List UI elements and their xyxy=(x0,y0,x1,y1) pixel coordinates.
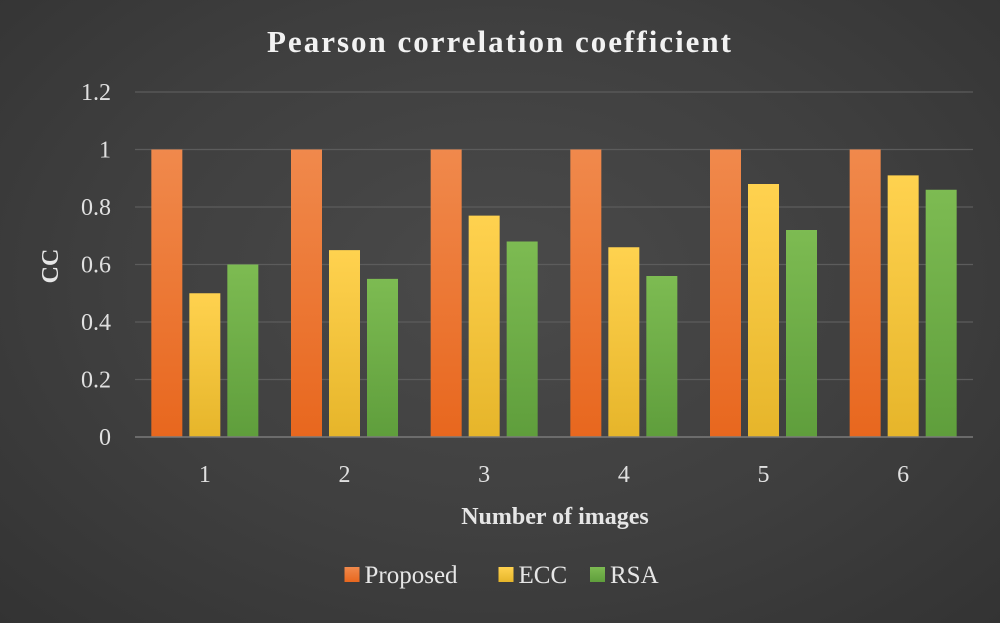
bar-ecc-2 xyxy=(329,250,360,437)
bar-ecc-6 xyxy=(887,175,919,437)
x-tick-label: 4 xyxy=(618,462,630,488)
y-tick-label: 0.4 xyxy=(81,310,111,336)
bar-rsa-1 xyxy=(227,264,259,437)
bar-rsa-3 xyxy=(506,241,538,437)
x-tick-label: 2 xyxy=(339,462,351,488)
x-tick-label: 1 xyxy=(199,462,211,488)
legend-label: ECC xyxy=(519,562,568,589)
bar-proposed-3 xyxy=(430,149,462,437)
y-tick-label: 0 xyxy=(99,425,111,451)
x-tick-label: 6 xyxy=(897,462,909,488)
y-tick-label: 1 xyxy=(99,138,111,164)
bar-ecc-1 xyxy=(189,293,221,437)
bar-proposed-1 xyxy=(151,149,183,437)
y-tick-label: 0.8 xyxy=(81,195,111,221)
y-tick-label: 1.2 xyxy=(81,80,111,106)
chart-title: Pearson correlation coefficient xyxy=(267,24,733,59)
gridlines xyxy=(135,91,973,381)
legend-label: Proposed xyxy=(365,562,459,589)
legend-swatch xyxy=(344,567,360,582)
x-axis-title: Number of images xyxy=(461,504,649,530)
bar-proposed-4 xyxy=(570,149,602,437)
y-tick-label: 0.6 xyxy=(81,253,111,279)
legend-item-rsa: RSA xyxy=(590,562,659,589)
x-axis-ticks: 1 2 3 4 5 6 xyxy=(199,462,909,488)
legend-label: RSA xyxy=(610,562,659,589)
bar-rsa-4 xyxy=(646,276,678,437)
bar-ecc-3 xyxy=(468,215,500,437)
bars xyxy=(151,149,957,437)
bar-ecc-5 xyxy=(748,184,779,437)
y-tick-label: 0.2 xyxy=(81,368,111,394)
bar-rsa-6 xyxy=(925,189,957,437)
bar-proposed-5 xyxy=(710,149,741,437)
bar-rsa-5 xyxy=(786,230,817,437)
y-axis-ticks: 0 0.2 0.4 0.6 0.8 1 1.2 xyxy=(81,80,111,451)
legend-swatch xyxy=(498,567,514,582)
bar-rsa-2 xyxy=(367,278,398,437)
bar-proposed-6 xyxy=(849,149,881,437)
bar-proposed-2 xyxy=(291,149,322,437)
legend-item-proposed: Proposed xyxy=(344,562,459,589)
legend-swatch xyxy=(590,567,605,582)
x-tick-label: 5 xyxy=(758,462,770,488)
legend-item-ecc: ECC xyxy=(498,562,568,589)
bar-ecc-4 xyxy=(608,247,640,437)
y-axis-title: CC xyxy=(38,249,64,284)
legend: Proposed ECC RSA xyxy=(344,562,659,589)
x-tick-label: 3 xyxy=(478,462,490,488)
